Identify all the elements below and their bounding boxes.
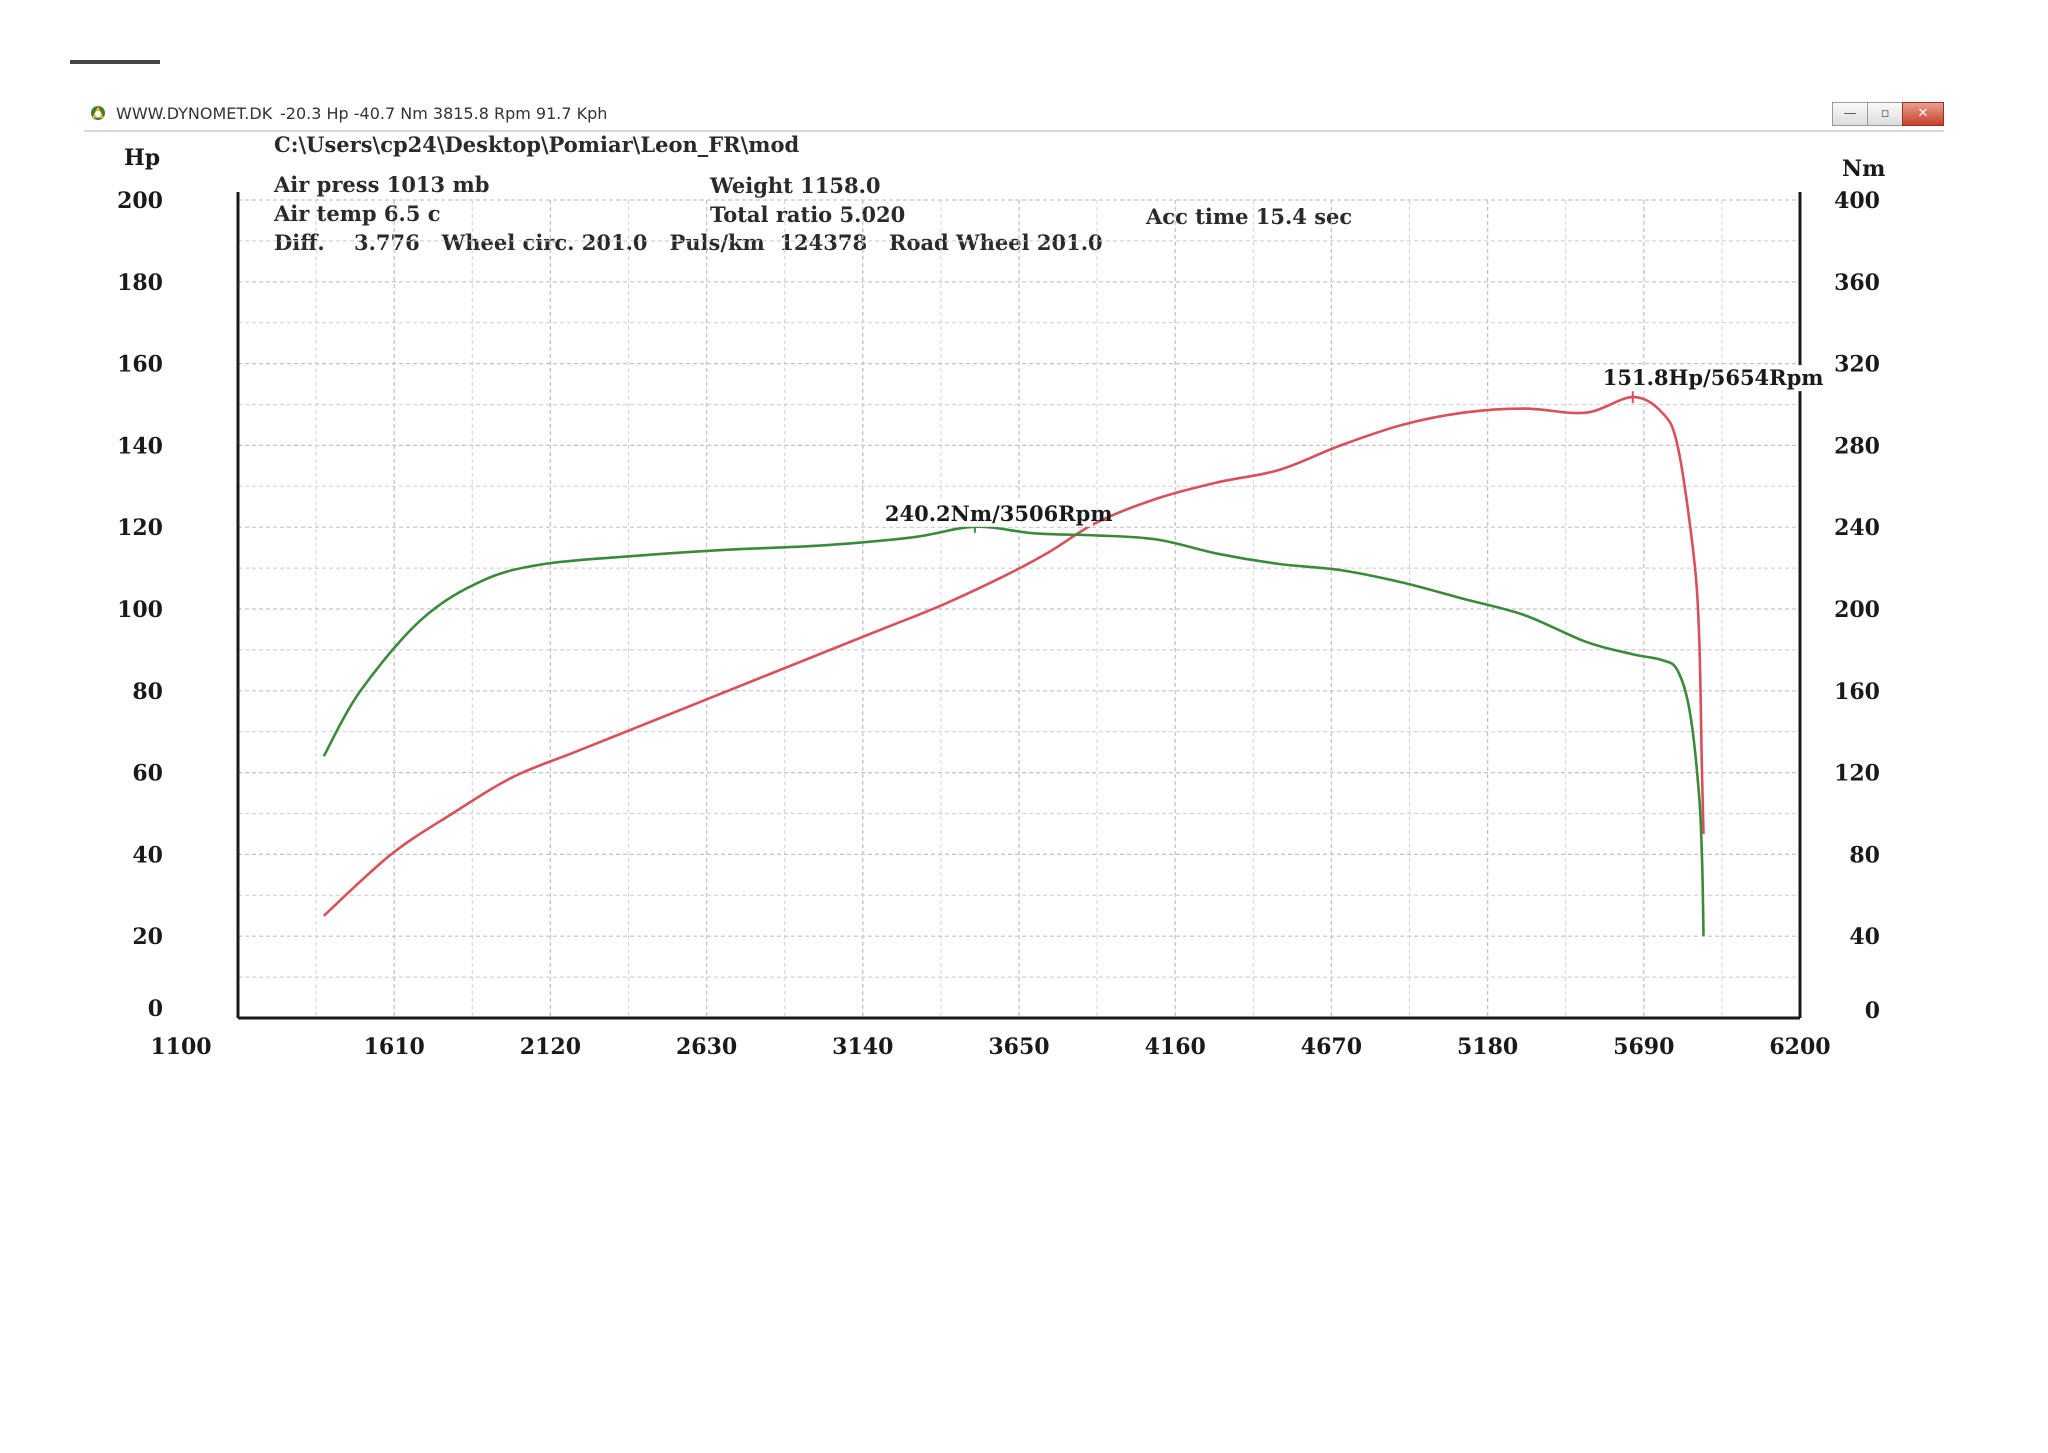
y-left-tick-labels: 0 20 40 60 80 100 120 140 160 180 200 [117, 188, 163, 1022]
y-left-tick-label: 40 [132, 842, 163, 868]
y-left-tick-label: 20 [132, 924, 163, 950]
y-right-tick-label: 200 [1834, 597, 1880, 623]
window-controls: — ▫ ✕ [1832, 102, 1944, 126]
y-right-tick-labels: 0 40 80 120 160 200 240 280 320 360 400 [1834, 188, 1880, 1024]
dynomet-app-icon [91, 106, 105, 120]
y-right-tick-label: 400 [1834, 188, 1880, 214]
scan-dash-mark [70, 60, 160, 64]
air-temp: Air temp 6.5 c [273, 201, 441, 226]
acc-time: Acc time 15.4 sec [1145, 204, 1352, 229]
y-left-tick-label: 100 [117, 597, 163, 623]
annotations: 151.8Hp/5654Rpm 240.2Nm/3506Rpm [880, 365, 1824, 533]
y-right-tick-label: 160 [1834, 679, 1880, 705]
axes [236, 192, 1802, 1020]
title-bar: WWW.DYNOMET.DK -20.3 Hp -40.7 Nm 3815.8 … [84, 96, 1944, 132]
y-right-tick-label: 360 [1834, 270, 1880, 296]
y-left-tick-label: 80 [132, 679, 163, 705]
x-tick-labels: 1100 1610 2120 2630 3140 3650 4160 4670 5180 5690… [150, 1034, 1830, 1060]
grid [238, 199, 1801, 1018]
live-readout: -20.3 Hp -40.7 Nm 3815.8 Rpm 91.7 Kph [280, 104, 608, 123]
close-button[interactable]: ✕ [1902, 102, 1944, 126]
y-left-tick-label: 160 [117, 352, 163, 378]
minimize-button[interactable]: — [1832, 102, 1867, 126]
x-tick-label: 4160 [1145, 1034, 1206, 1060]
y-left-tick-label: 140 [117, 433, 163, 459]
x-tick-label: 3140 [832, 1034, 893, 1060]
series-lines [322, 395, 1705, 937]
dyno-window: WWW.DYNOMET.DK -20.3 Hp -40.7 Nm 3815.8 … [84, 96, 1944, 1096]
x-tick-label: 6200 [1769, 1034, 1830, 1060]
annotation-bg [880, 500, 1093, 527]
total-ratio: Total ratio 5.020 [710, 202, 905, 227]
y-right-tick-label: 240 [1834, 515, 1880, 541]
y-right-tick-label: 40 [1849, 924, 1880, 950]
y-right-tick-label: 280 [1834, 433, 1880, 459]
y-left-tick-label: 120 [117, 515, 163, 541]
y-left-tick-label: 180 [117, 270, 163, 296]
weight: Weight 1158.0 [709, 173, 881, 198]
y-left-tick-label: 0 [148, 996, 163, 1022]
annotation-label: 151.8Hp/5654Rpm [1603, 365, 1824, 390]
window-title: WWW.DYNOMET.DK [116, 104, 273, 123]
diff-info: Diff. 3.776 Wheel circ. 201.0 Puls/km 12… [274, 230, 1103, 255]
file-path: C:\Users\cp24\Desktop\Pomiar\Leon_FR\mod [274, 132, 799, 157]
x-tick-label: 1610 [364, 1034, 425, 1060]
x-tick-label: 5690 [1613, 1034, 1674, 1060]
series-line-power [322, 395, 1705, 917]
x-tick-label: 3650 [988, 1034, 1049, 1060]
y-right-unit: Nm [1842, 156, 1885, 182]
x-tick-label: 1100 [150, 1034, 211, 1060]
series-line-torque [322, 525, 1705, 937]
annotation-label: 240.2Nm/3506Rpm [885, 501, 1113, 526]
x-tick-label: 2630 [676, 1034, 737, 1060]
y-left-unit: Hp [124, 145, 160, 171]
maximize-button[interactable]: ▫ [1867, 102, 1902, 126]
y-right-tick-label: 80 [1849, 842, 1880, 868]
x-tick-label: 5180 [1457, 1034, 1518, 1060]
y-left-tick-label: 60 [132, 761, 163, 787]
y-right-tick-label: 120 [1834, 761, 1880, 787]
y-left-tick-label: 200 [117, 188, 163, 214]
x-tick-label: 2120 [520, 1034, 581, 1060]
y-right-tick-label: 0 [1865, 998, 1880, 1024]
air-press: Air press 1013 mb [273, 172, 489, 197]
y-right-tick-label: 320 [1834, 352, 1880, 378]
annotation-bg [1598, 365, 1811, 392]
x-tick-label: 4670 [1301, 1034, 1362, 1060]
